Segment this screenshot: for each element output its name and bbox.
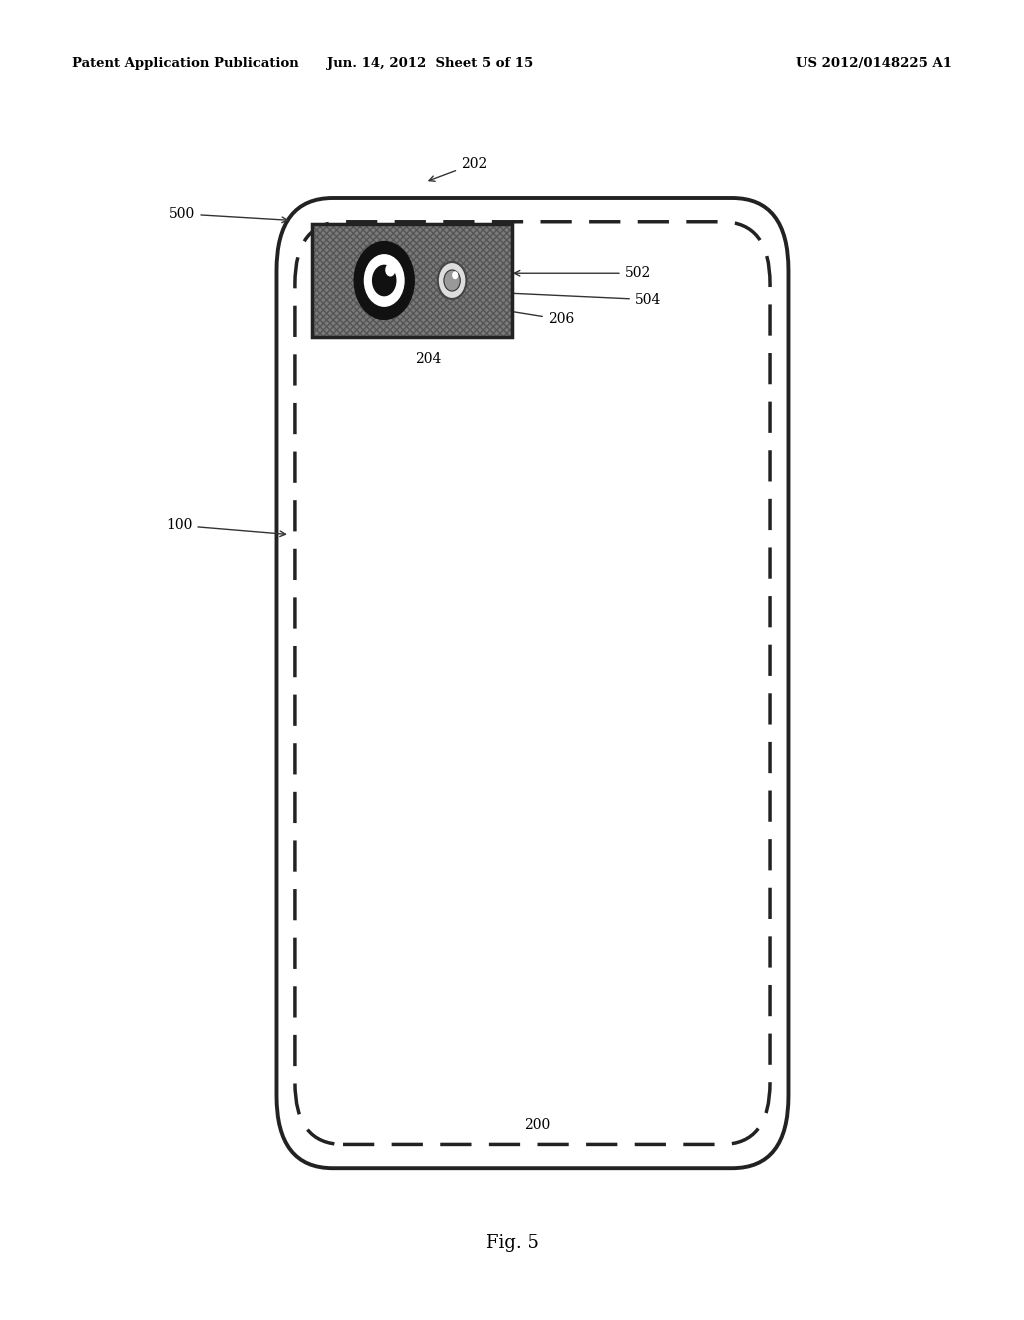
Text: Fig. 5: Fig. 5 (485, 1234, 539, 1253)
Text: Jun. 14, 2012  Sheet 5 of 15: Jun. 14, 2012 Sheet 5 of 15 (327, 57, 534, 70)
Circle shape (372, 264, 396, 297)
FancyBboxPatch shape (276, 198, 788, 1168)
Text: 502: 502 (514, 267, 651, 280)
Text: 200: 200 (524, 1118, 551, 1131)
Text: 500: 500 (169, 207, 288, 223)
Text: 204: 204 (415, 352, 441, 366)
Circle shape (453, 272, 459, 280)
Text: 100: 100 (166, 519, 286, 536)
Circle shape (353, 242, 415, 321)
Circle shape (385, 264, 395, 277)
Bar (312, 224, 512, 337)
Bar (312, 224, 512, 337)
Circle shape (438, 261, 467, 300)
Text: 202: 202 (429, 157, 487, 181)
Text: 206: 206 (467, 302, 574, 326)
Text: US 2012/0148225 A1: US 2012/0148225 A1 (797, 57, 952, 70)
Bar (312, 224, 512, 337)
Circle shape (364, 253, 404, 306)
Text: Patent Application Publication: Patent Application Publication (72, 57, 298, 70)
Text: 504: 504 (482, 289, 662, 306)
Circle shape (444, 271, 461, 290)
